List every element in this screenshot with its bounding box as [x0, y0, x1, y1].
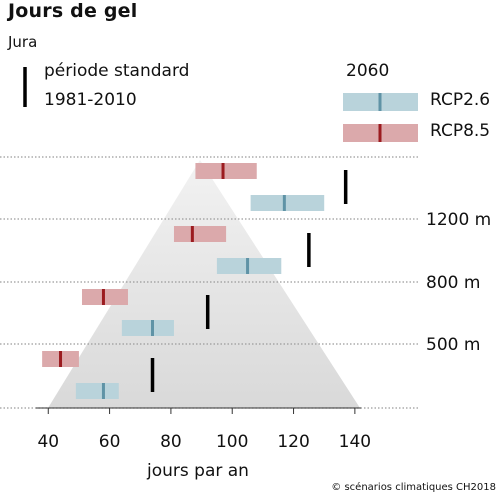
x-axis-label: jours par an [146, 461, 249, 481]
rcp26-range-bar [216, 258, 282, 274]
baseline-marks [150, 170, 348, 392]
mountain-shape [48, 160, 360, 408]
legend-future-year: 2060 [346, 61, 390, 81]
chart-title: Jours de gel [8, 0, 138, 22]
x-tick-label: 60 [99, 432, 121, 452]
rcp26-range-bar [75, 383, 119, 399]
rcp85-range-bar [81, 289, 128, 305]
legend-rcp85-label: RCP8.5 [430, 121, 491, 141]
x-tick-label: 140 [339, 432, 371, 452]
x-tick-label: 80 [160, 432, 182, 452]
x-tick-label: 40 [37, 432, 59, 452]
rcp26-range-bar [121, 320, 174, 336]
x-axis: 40 60 80 100 120 140 [37, 408, 371, 452]
x-tick-label: 100 [216, 432, 248, 452]
rcp26-range-bar [250, 195, 325, 211]
rcp85-range-bar [173, 226, 227, 242]
credit-text: © scénarios climatiques CH2018 [331, 482, 496, 493]
elevation-labels: 1200 m 800 m 500 m [426, 210, 491, 355]
rcp85-range-bar [195, 163, 257, 179]
elevation-label: 1200 m [426, 210, 491, 230]
range-bars [42, 163, 325, 399]
legend-baseline-period: 1981-2010 [44, 90, 137, 110]
elevation-label: 500 m [426, 335, 480, 355]
chart-subtitle: Jura [8, 33, 38, 51]
x-tick-label: 120 [277, 432, 309, 452]
legend-baseline-label: période standard [44, 61, 190, 81]
elevation-label: 800 m [426, 273, 480, 293]
legend-swatches [23, 67, 418, 142]
legend-rcp26-label: RCP2.6 [430, 90, 491, 110]
